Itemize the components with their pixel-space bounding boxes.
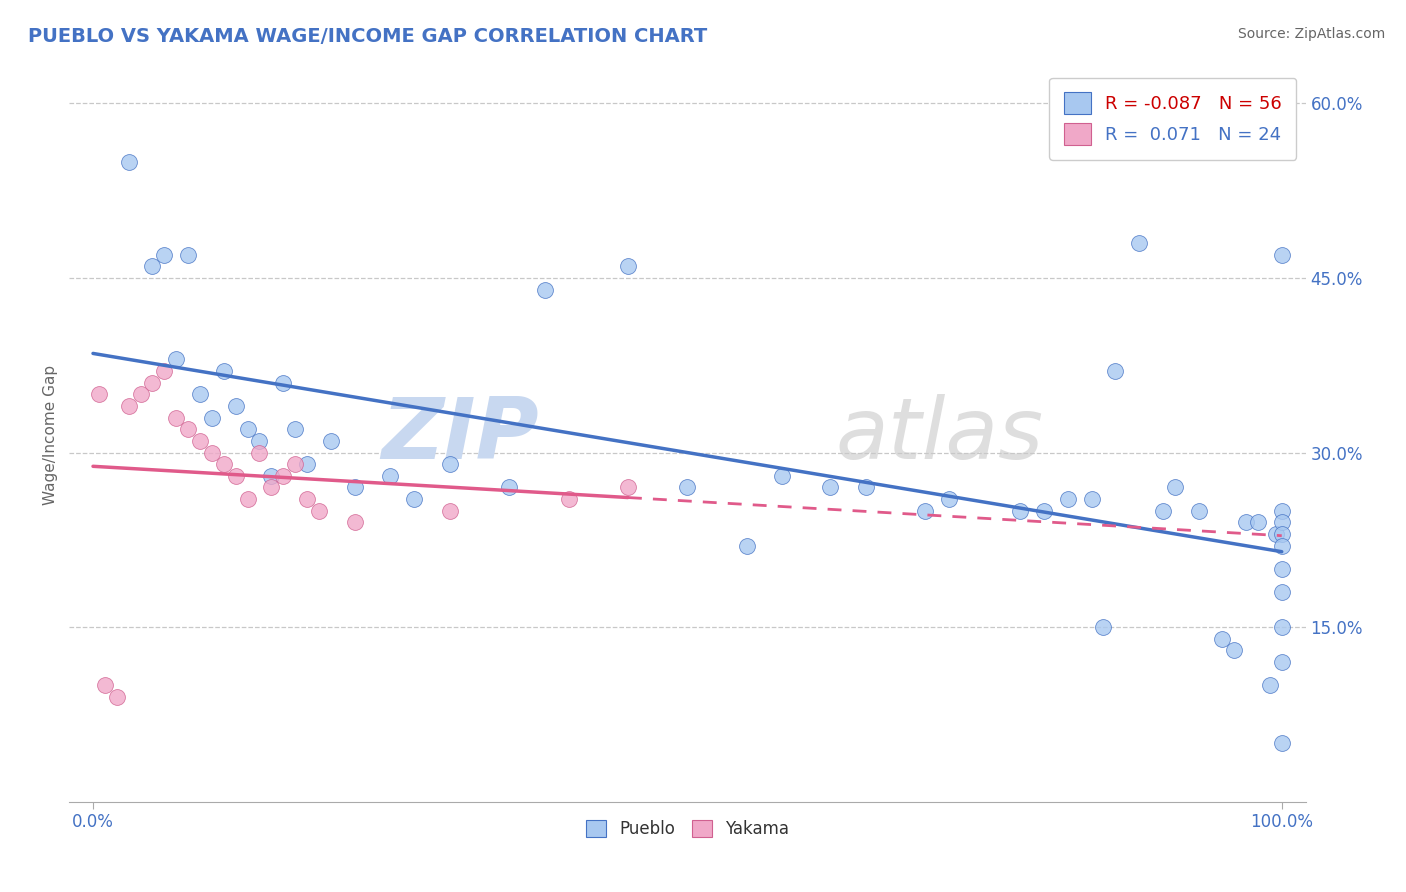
- Point: [1080, 491, 1102, 506]
- Point: [201, 410, 224, 425]
- Point: [188, 434, 211, 448]
- Point: [1271, 655, 1294, 669]
- Point: [557, 491, 579, 506]
- Point: [319, 434, 342, 448]
- Point: [129, 387, 152, 401]
- Point: [295, 491, 318, 506]
- Point: [380, 468, 402, 483]
- Point: [617, 260, 640, 274]
- Point: [177, 248, 200, 262]
- Point: [105, 690, 128, 704]
- Point: [188, 387, 211, 401]
- Point: [1247, 516, 1270, 530]
- Point: [855, 480, 877, 494]
- Point: [914, 504, 936, 518]
- Point: [1271, 527, 1294, 541]
- Point: [225, 468, 247, 483]
- Point: [1104, 364, 1126, 378]
- Point: [177, 422, 200, 436]
- Point: [617, 480, 640, 494]
- Point: [284, 422, 307, 436]
- Point: [260, 468, 283, 483]
- Point: [1271, 620, 1294, 634]
- Point: [1271, 562, 1294, 576]
- Point: [236, 422, 259, 436]
- Point: [295, 457, 318, 471]
- Text: ZIP: ZIP: [381, 393, 538, 476]
- Point: [1128, 235, 1150, 250]
- Point: [284, 457, 307, 471]
- Point: [533, 283, 555, 297]
- Point: [249, 445, 271, 459]
- Point: [165, 410, 187, 425]
- Point: [343, 516, 366, 530]
- Point: [1271, 736, 1294, 750]
- Point: [212, 457, 235, 471]
- Point: [498, 480, 520, 494]
- Point: [818, 480, 841, 494]
- Point: [225, 399, 247, 413]
- Point: [1223, 643, 1246, 657]
- Point: [94, 678, 117, 692]
- Point: [141, 376, 163, 390]
- Point: [236, 491, 259, 506]
- Text: Source: ZipAtlas.com: Source: ZipAtlas.com: [1237, 27, 1385, 41]
- Point: [676, 480, 699, 494]
- Point: [118, 399, 141, 413]
- Point: [1264, 527, 1286, 541]
- Point: [1010, 504, 1032, 518]
- Point: [1187, 504, 1209, 518]
- Point: [938, 491, 960, 506]
- Y-axis label: Wage/Income Gap: Wage/Income Gap: [44, 365, 58, 505]
- Text: PUEBLO VS YAKAMA WAGE/INCOME GAP CORRELATION CHART: PUEBLO VS YAKAMA WAGE/INCOME GAP CORRELA…: [28, 27, 707, 45]
- Point: [1234, 516, 1257, 530]
- Point: [439, 457, 461, 471]
- Legend: Pueblo, Yakama: Pueblo, Yakama: [579, 813, 796, 845]
- Point: [141, 260, 163, 274]
- Point: [201, 445, 224, 459]
- Point: [1211, 632, 1233, 646]
- Point: [1271, 539, 1294, 553]
- Point: [1271, 516, 1294, 530]
- Point: [1164, 480, 1187, 494]
- Point: [1152, 504, 1174, 518]
- Point: [1271, 504, 1294, 518]
- Point: [1092, 620, 1115, 634]
- Point: [271, 376, 294, 390]
- Point: [118, 154, 141, 169]
- Point: [165, 352, 187, 367]
- Point: [1271, 585, 1294, 599]
- Point: [439, 504, 461, 518]
- Text: atlas: atlas: [835, 393, 1043, 476]
- Point: [153, 248, 176, 262]
- Point: [735, 539, 758, 553]
- Point: [153, 364, 176, 378]
- Point: [1271, 248, 1294, 262]
- Point: [343, 480, 366, 494]
- Point: [249, 434, 271, 448]
- Point: [1033, 504, 1056, 518]
- Point: [87, 387, 110, 401]
- Point: [260, 480, 283, 494]
- Point: [402, 491, 425, 506]
- Point: [1258, 678, 1281, 692]
- Point: [308, 504, 330, 518]
- Point: [212, 364, 235, 378]
- Point: [772, 468, 794, 483]
- Point: [1056, 491, 1078, 506]
- Point: [271, 468, 294, 483]
